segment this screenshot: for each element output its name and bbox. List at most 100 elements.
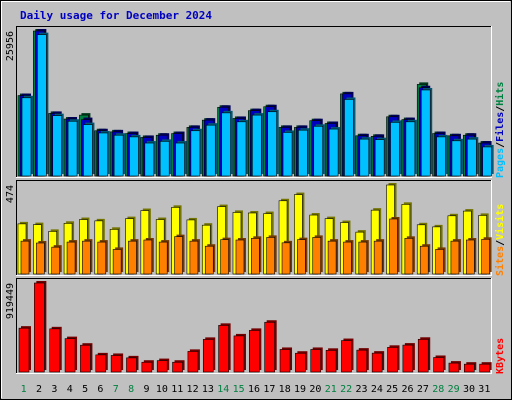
day-label-8: 8 (128, 384, 134, 395)
y-axis-max-labels: 25956 474 919449 (5, 31, 16, 319)
day-label-27: 27 (417, 384, 429, 395)
day-label-12: 12 (187, 384, 199, 395)
y-max-label-kbytes: 919449 (5, 283, 16, 319)
bar-visits-sites-day22 (343, 241, 352, 275)
bar-visits-sites-day2 (36, 242, 45, 275)
bar-kbytes-kbytes-day30 (463, 363, 475, 373)
bar-kbytes-kbytes-day2 (34, 282, 45, 373)
day-label-20: 20 (309, 384, 321, 395)
bar-hits-pages-day2 (37, 34, 47, 177)
bar-kbytes-kbytes-day12 (187, 351, 199, 373)
day-label-21: 21 (325, 384, 337, 395)
bar-kbytes-kbytes-day23 (356, 349, 368, 373)
bar-hits-pages-day24 (374, 139, 385, 177)
bar-hits-pages-day8 (129, 136, 139, 177)
bar-visits-sites-day12 (189, 240, 199, 275)
bar-kbytes-kbytes-day26 (402, 344, 414, 373)
legend-item-pages: Pages (495, 148, 506, 178)
legend-item-files: Files (494, 112, 506, 142)
bar-kbytes-kbytes-day11 (172, 361, 183, 373)
bar-hits-pages-day20 (313, 125, 324, 177)
day-label-29: 29 (448, 384, 460, 395)
day-label-26: 26 (402, 384, 414, 395)
day-label-31: 31 (478, 384, 490, 395)
bar-kbytes-kbytes-day29 (448, 362, 460, 373)
bar-visits-sites-day18 (281, 242, 291, 275)
bar-kbytes-kbytes-day16 (249, 330, 260, 373)
bar-hits-pages-day26 (405, 121, 416, 177)
day-label-15: 15 (233, 384, 245, 395)
day-label-25: 25 (386, 384, 398, 395)
bar-visits-sites-day3 (51, 246, 61, 275)
day-label-7: 7 (113, 384, 119, 395)
day-label-17: 17 (263, 384, 275, 395)
bar-hits-pages-day11 (175, 142, 185, 177)
legend-item-visits: Visits (494, 204, 506, 240)
day-label-14: 14 (217, 384, 229, 395)
bar-kbytes-kbytes-day8 (126, 357, 137, 373)
bar-kbytes-kbytes-day14 (218, 325, 229, 373)
bar-kbytes-kbytes-day22 (341, 340, 352, 373)
bar-kbytes-kbytes-day10 (156, 360, 168, 373)
bar-kbytes-kbytes-day3 (49, 328, 61, 373)
panel-hits (16, 26, 494, 178)
day-label-22: 22 (340, 384, 352, 395)
bar-visits-sites-day5 (82, 240, 91, 275)
bar-hits-pages-day25 (390, 122, 400, 177)
bar-visits-sites-day29 (450, 240, 460, 275)
legend-item-hits: Hits (494, 82, 506, 106)
day-label-6: 6 (97, 384, 103, 395)
bar-visits-sites-day23 (358, 241, 368, 275)
bar-kbytes-kbytes-day1 (18, 327, 30, 373)
bar-visits-sites-day7 (112, 249, 122, 275)
chart-panels (16, 26, 494, 374)
bar-hits-pages-day31 (482, 146, 492, 177)
legend-separator: / (495, 240, 506, 246)
bar-kbytes-kbytes-day27 (417, 338, 429, 373)
bar-kbytes-kbytes-day7 (110, 355, 122, 373)
bar-hits-pages-day27 (420, 89, 431, 177)
bar-kbytes-kbytes-day19 (295, 352, 306, 373)
day-label-1: 1 (21, 384, 27, 395)
bar-visits-sites-day13 (204, 245, 214, 275)
bar-hits-pages-day16 (252, 114, 262, 177)
bar-visits-sites-day10 (158, 241, 168, 275)
day-label-2: 2 (36, 384, 42, 395)
bar-hits-pages-day6 (98, 132, 109, 177)
bar-hits-pages-day10 (159, 141, 170, 177)
bar-visits-sites-day27 (419, 245, 429, 275)
bar-visits-sites-day8 (128, 240, 137, 275)
bar-visits-sites-day20 (312, 237, 322, 275)
bar-kbytes-kbytes-day5 (80, 344, 91, 373)
bar-kbytes-kbytes-day18 (279, 349, 291, 373)
day-label-4: 4 (67, 384, 73, 395)
bar-visits-sites-day28 (435, 249, 444, 275)
day-label-11: 11 (171, 384, 183, 395)
bar-kbytes-kbytes-day6 (95, 354, 107, 373)
legend-item-sites: Sites (494, 246, 506, 276)
bar-hits-pages-day19 (298, 129, 308, 177)
day-label-30: 30 (463, 384, 475, 395)
bar-hits-pages-day28 (436, 136, 446, 177)
bar-visits-sites-day6 (97, 241, 107, 275)
bar-hits-pages-day22 (344, 99, 354, 177)
bar-kbytes-kbytes-day17 (264, 321, 275, 373)
bar-hits-pages-day1 (21, 97, 32, 177)
bar-visits-sites-day17 (266, 237, 275, 275)
bar-hits-pages-day23 (359, 138, 370, 177)
bar-visits-sites-day14 (220, 239, 229, 275)
bar-kbytes-kbytes-day15 (233, 335, 245, 373)
panel-visits (16, 180, 492, 276)
day-label-23: 23 (355, 384, 367, 395)
chart-title: Daily usage for December 2024 (20, 9, 212, 22)
bar-hits-pages-day7 (113, 134, 124, 177)
bar-kbytes-kbytes-day24 (371, 352, 383, 373)
legend-visits: Sites/Visits (494, 204, 506, 276)
bar-hits-pages-day21 (328, 128, 339, 177)
bar-visits-sites-day21 (327, 240, 337, 275)
day-label-19: 19 (294, 384, 306, 395)
bar-hits-pages-day17 (267, 111, 277, 177)
bar-kbytes-kbytes-day4 (64, 338, 76, 373)
